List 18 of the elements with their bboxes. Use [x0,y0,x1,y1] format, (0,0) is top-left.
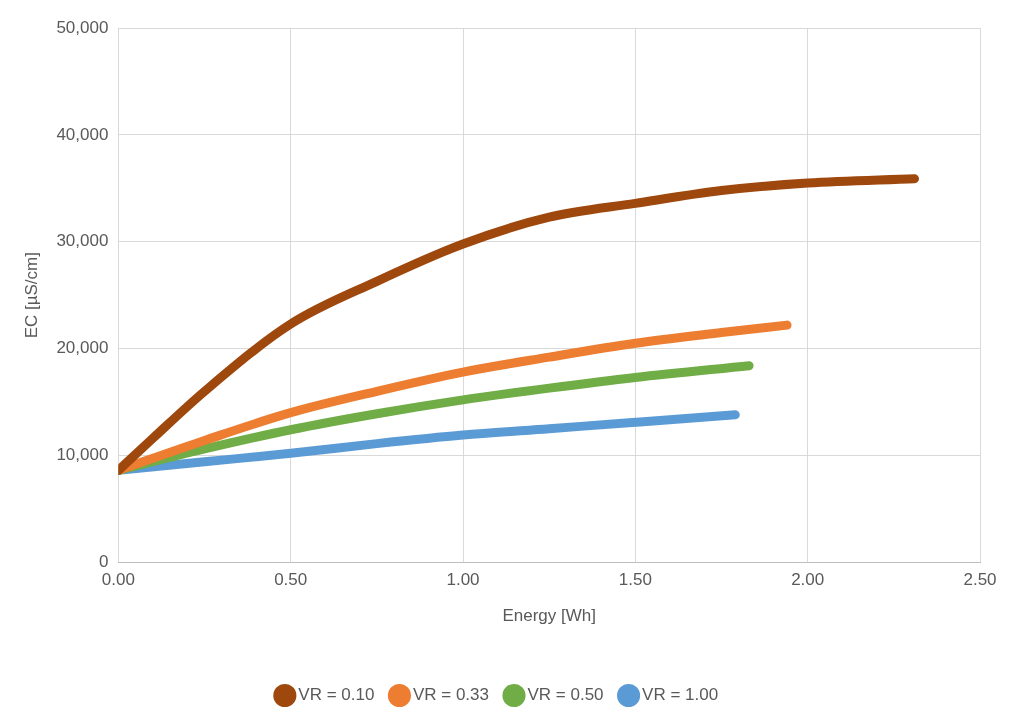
legend-label: VR = 0.33 [412,685,489,705]
x-axis-title: Energy [Wh] [502,606,596,626]
x-tick-label: 0.00 [101,570,135,590]
y-tick-label: 20,000 [56,338,109,358]
x-tick-label: 2.50 [963,570,997,590]
x-tick-label: 0.50 [274,570,308,590]
legend-label: VR = 0.50 [527,685,604,705]
y-tick-label: 10,000 [56,445,109,465]
legend-label: VR = 0.10 [298,685,375,705]
legend-label: VR = 1.00 [642,685,719,705]
y-tick-label: 0 [98,551,109,571]
x-tick-label: 1.50 [618,570,652,590]
y-axis-title: EC [µS/cm] [21,252,41,339]
y-tick-label: 50,000 [56,17,109,37]
y-tick-label: 30,000 [56,231,109,251]
x-tick-label: 1.00 [446,570,480,590]
y-tick-label: 40,000 [56,124,109,144]
x-tick-label: 2.00 [791,570,825,590]
